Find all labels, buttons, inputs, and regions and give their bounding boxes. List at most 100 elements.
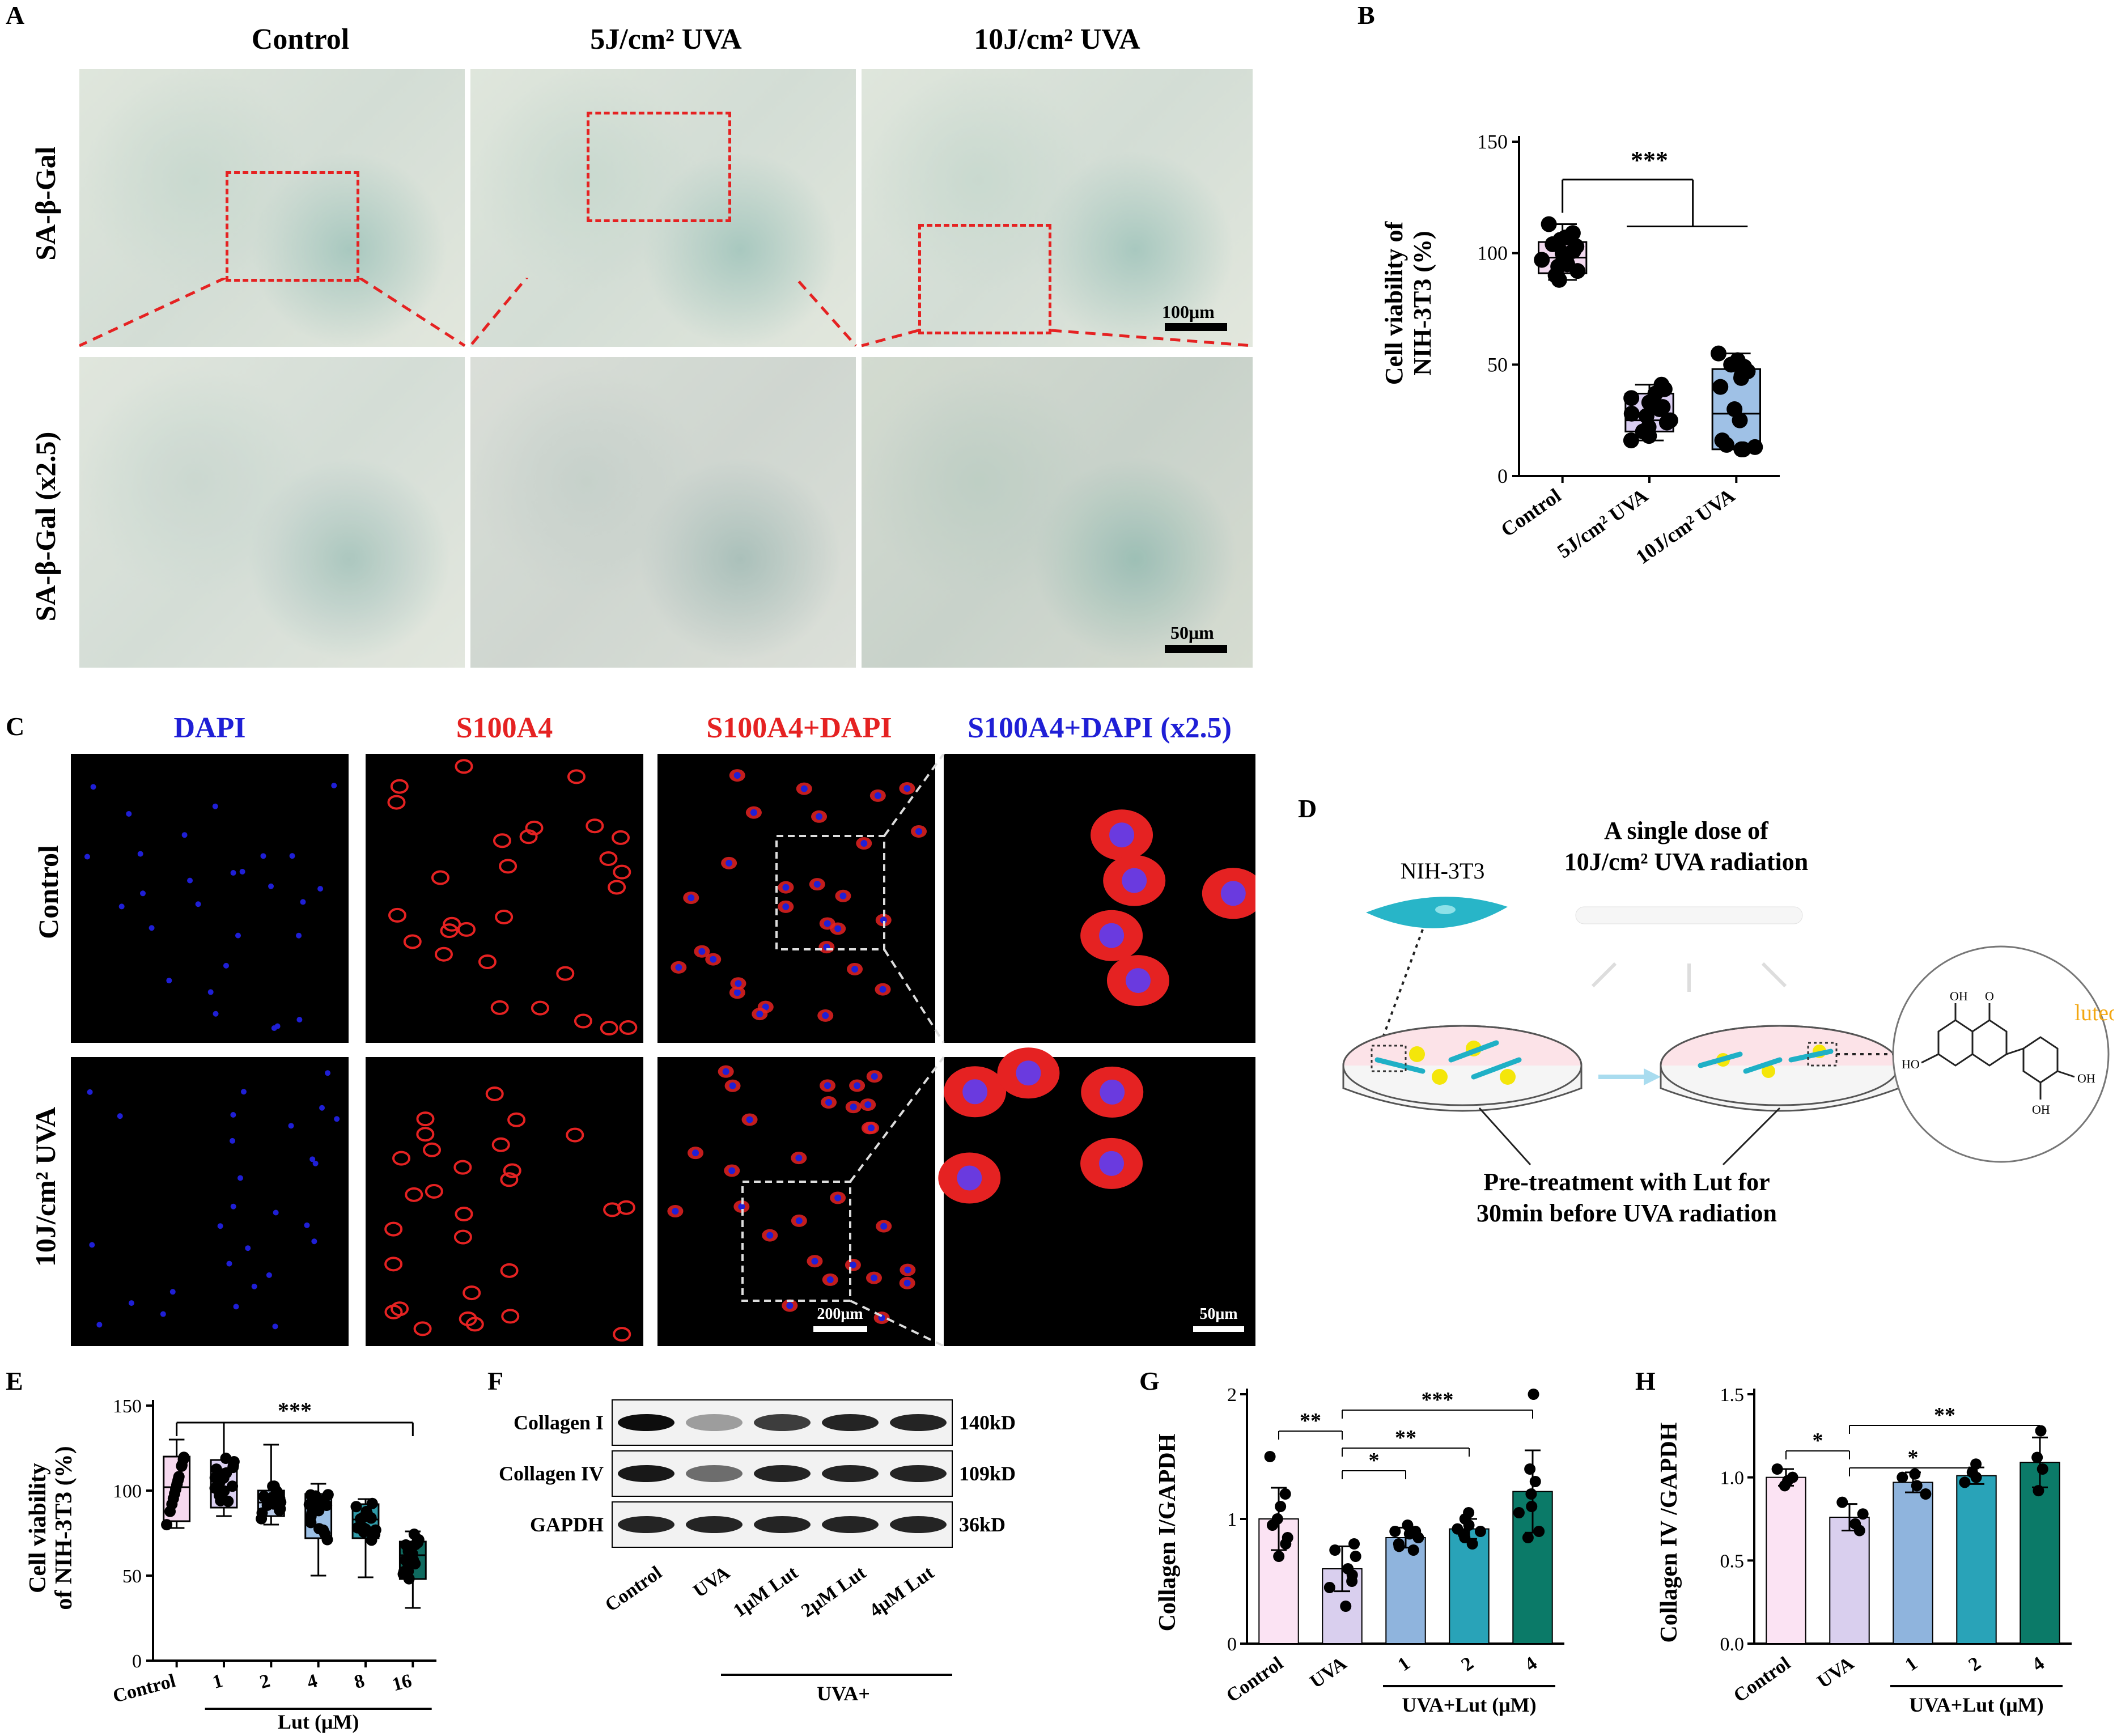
dapi-nucleus: [962, 1079, 988, 1105]
lane-label: 4μM Lut: [866, 1562, 938, 1622]
zoom-box: [587, 112, 731, 222]
dapi-nucleus: [317, 886, 324, 892]
s100a4-cell: [403, 934, 422, 949]
sig-label: ***: [278, 1398, 312, 1423]
dapi-nucleus: [304, 1222, 310, 1228]
s100a4-cell: [425, 1183, 443, 1199]
panel-c-row-label-10j: 10J/cm² UVA: [29, 1106, 61, 1267]
zoom-box: [226, 171, 359, 282]
lane-label: 2μM Lut: [797, 1562, 870, 1622]
structure-label: OH: [2032, 1102, 2050, 1117]
band: [890, 1414, 947, 1431]
dapi-nucleus: [839, 892, 847, 899]
s100a4-cell: [388, 907, 406, 923]
y-tick-label: 0: [1497, 465, 1508, 487]
data-point: [2033, 1485, 2044, 1497]
luteolin-circle: [1892, 945, 2110, 1163]
data-point: [1641, 428, 1657, 444]
data-point: [1350, 1551, 1361, 1562]
data-point: [256, 1513, 268, 1525]
data-point: [1732, 412, 1748, 428]
x-tick-label: 4: [2028, 1653, 2048, 1675]
s100a4-cell: [478, 954, 497, 970]
dapi-nucleus: [786, 1302, 794, 1309]
x-tick-label: UVA: [1306, 1653, 1351, 1692]
s100a4-cell: [613, 1327, 631, 1342]
s100a4-cell: [507, 1112, 526, 1127]
dapi-nucleus: [825, 1099, 833, 1106]
dapi-nucleus: [816, 813, 823, 820]
data-point: [321, 1500, 333, 1512]
panel-c-title-merge-zoom: S100A4+DAPI (x2.5): [968, 712, 1232, 744]
s100a4-cell: [612, 830, 630, 845]
group-label: UVA+: [817, 1682, 870, 1705]
dapi-nucleus: [729, 1082, 736, 1089]
data-point: [1346, 1576, 1358, 1587]
culture-dish-pretreatment: [1342, 1025, 1583, 1112]
dapi-nucleus: [289, 853, 295, 859]
band: [686, 1516, 743, 1533]
s100a4-cell: [599, 851, 618, 867]
sig-label: **: [1934, 1403, 1955, 1427]
data-point: [1771, 1463, 1783, 1475]
data-point: [1733, 370, 1749, 386]
scale-bar: [813, 1326, 867, 1332]
band: [822, 1414, 879, 1431]
dapi-nucleus: [137, 851, 143, 857]
band: [890, 1465, 947, 1482]
data-point: [1513, 1507, 1525, 1518]
scale-bar: [1165, 323, 1227, 331]
data-point: [274, 1504, 286, 1516]
dapi-nucleus: [688, 894, 695, 902]
dapi-nucleus: [904, 1266, 911, 1274]
x-tick-label: 2: [1965, 1653, 1984, 1675]
y-tick-label: 1.5: [1720, 1385, 1745, 1406]
data-point: [261, 1499, 273, 1511]
dapi-nucleus: [903, 1279, 911, 1287]
s100a4-cell: [392, 1151, 411, 1166]
pretreatment-line-2: 30min before UVA radiation: [1477, 1199, 1777, 1227]
dapi-nucleus: [268, 883, 274, 889]
data-point: [1474, 1526, 1486, 1537]
panel-a-zoom-connectors: [79, 278, 1253, 347]
s100a4-cell: [490, 1000, 509, 1015]
data-point: [1719, 436, 1735, 453]
fluorescence-tile: [71, 754, 349, 1043]
s100a4-cell: [519, 829, 538, 844]
s100a4-cell: [453, 1160, 472, 1175]
data-point: [1275, 1501, 1287, 1512]
s100a4-cell: [431, 870, 449, 885]
dapi-nucleus: [195, 901, 201, 907]
micrograph-control-sabgal: [79, 69, 465, 347]
dapi-nucleus: [782, 903, 790, 910]
dapi-nucleus: [868, 1124, 875, 1132]
data-point: [214, 1489, 226, 1501]
uva-rays-icon: [1591, 962, 1787, 992]
s100a4-cell: [443, 916, 461, 932]
panel-a-title-control: Control: [251, 23, 350, 56]
uva-line-1: A single dose of: [1604, 817, 1769, 844]
dapi-nucleus: [879, 986, 886, 993]
dapi-nucleus: [849, 1261, 856, 1268]
x-tick-label: 8: [352, 1670, 367, 1693]
ylabel-line: Cell viability: [25, 1463, 51, 1593]
x-tick-label: UVA: [1814, 1653, 1858, 1692]
data-point: [1459, 1532, 1471, 1543]
dapi-nucleus: [762, 1003, 769, 1011]
x-tick-label: Control: [1223, 1653, 1287, 1707]
panel-d-schematic: NIH-3T3 A single dose of 10J/cm² UVA rad…: [1342, 817, 2114, 1227]
sig-label: *: [1813, 1429, 1823, 1453]
data-point: [1533, 1526, 1545, 1537]
panel-label-h: H: [1635, 1366, 1656, 1395]
dapi-nucleus: [722, 1068, 729, 1075]
data-point: [1541, 216, 1557, 232]
s100a4-cell: [608, 880, 626, 895]
panel-a-row-label-sabgal-zoom: SA-β-Gal (x2.5): [29, 431, 61, 622]
panel-b-ylabel: Cell viability of NIH-3T3 (%): [1372, 142, 1445, 482]
zoom-box: [775, 835, 885, 950]
s100a4-cell: [617, 1200, 635, 1215]
scale-bar-label: 50μm: [1170, 622, 1214, 643]
dapi-nucleus: [212, 803, 218, 809]
